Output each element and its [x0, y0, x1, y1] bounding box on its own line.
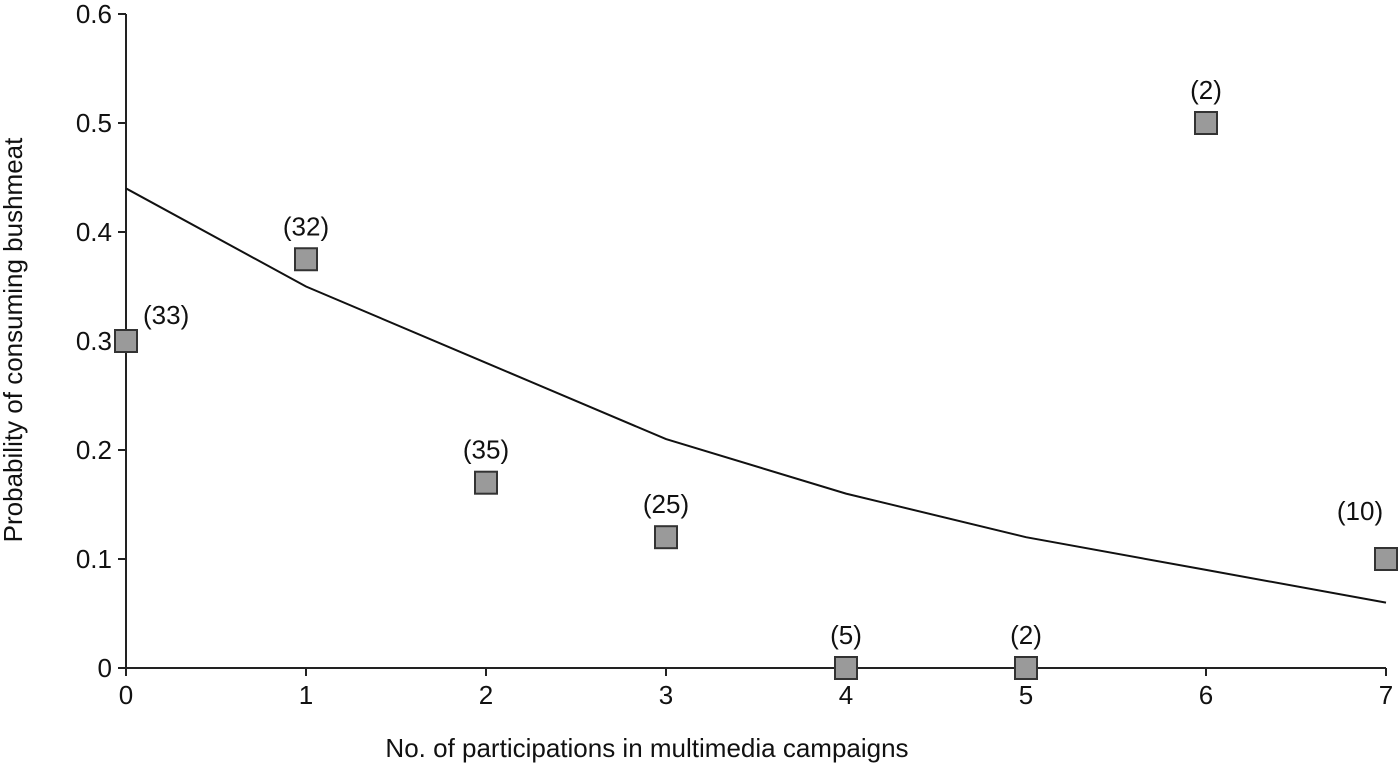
- data-point: [1014, 656, 1038, 680]
- x-tick-label: 6: [1199, 680, 1213, 710]
- point-count-label: (35): [463, 435, 509, 465]
- y-tick-label: 0: [98, 653, 112, 683]
- x-tick-label: 0: [119, 680, 133, 710]
- y-tick-label: 0.4: [76, 217, 112, 247]
- fitted-curve: [125, 187, 1387, 604]
- point-count-label: (5): [830, 620, 862, 650]
- x-tick-label: 4: [839, 680, 853, 710]
- x-tick-label: 2: [479, 680, 493, 710]
- point-count-label: (33): [143, 300, 189, 330]
- data-point: [654, 525, 678, 550]
- x-tick-label: 3: [659, 680, 673, 710]
- fitted-curve-layer: [125, 187, 1387, 604]
- y-tick-label: 0.6: [76, 0, 112, 29]
- x-axis-title: No. of participations in multimedia camp…: [385, 733, 908, 763]
- y-tick-label: 0.1: [76, 544, 112, 574]
- data-point: [1194, 111, 1218, 135]
- data-point: [114, 329, 138, 353]
- points-layer: (33) (32) (35) (25) (5) (2) (2) (10): [114, 75, 1398, 680]
- x-tick-label: 1: [299, 680, 313, 710]
- y-tick-label: 0.5: [76, 108, 112, 138]
- x-tick-label: 5: [1019, 680, 1033, 710]
- point-count-label: (2): [1190, 75, 1222, 105]
- point-count-label: (32): [283, 211, 329, 241]
- x-tick-label: 7: [1379, 680, 1393, 710]
- y-tick-label: 0.3: [76, 326, 112, 356]
- y-ticks: 0 0.1 0.2 0.3 0.4 0.5 0.6: [76, 0, 126, 683]
- y-axis-title: Probability of consuming bushmeat: [0, 137, 28, 542]
- data-point: [474, 470, 498, 495]
- point-count-label: (2): [1010, 620, 1042, 650]
- data-point: [294, 247, 318, 272]
- point-count-label: (25): [643, 489, 689, 519]
- data-point: [1374, 547, 1398, 571]
- y-tick-label: 0.2: [76, 435, 112, 465]
- data-point: [834, 656, 858, 680]
- point-count-label: (10): [1337, 496, 1383, 526]
- x-ticks: 0 1 2 3 4 5 6 7: [119, 668, 1393, 710]
